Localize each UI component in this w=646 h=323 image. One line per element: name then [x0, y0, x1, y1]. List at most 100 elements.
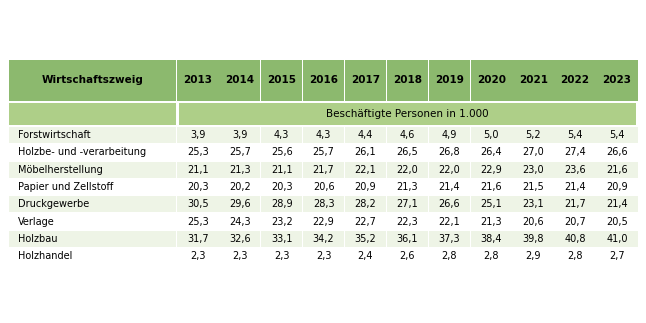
Text: 4,9: 4,9 [442, 130, 457, 140]
Text: 2,8: 2,8 [483, 251, 499, 261]
Text: 20,7: 20,7 [564, 217, 586, 227]
Text: 26,6: 26,6 [439, 199, 460, 209]
Text: Beschäftigte Personen in 1.000: Beschäftigte Personen in 1.000 [326, 109, 489, 120]
Text: Forstwirtschaft: Forstwirtschaft [18, 130, 90, 140]
Text: 20,6: 20,6 [523, 217, 544, 227]
Text: 5,4: 5,4 [609, 130, 625, 140]
Text: 27,1: 27,1 [397, 199, 419, 209]
Text: 25,3: 25,3 [187, 147, 209, 157]
Text: 2,4: 2,4 [358, 251, 373, 261]
Text: 2,8: 2,8 [442, 251, 457, 261]
Text: 21,4: 21,4 [439, 182, 460, 192]
Text: 21,6: 21,6 [481, 182, 502, 192]
Text: 40,8: 40,8 [565, 234, 586, 244]
Text: 3,9: 3,9 [232, 130, 247, 140]
Text: 25,3: 25,3 [187, 217, 209, 227]
Text: 2023: 2023 [603, 75, 632, 85]
Text: 32,6: 32,6 [229, 234, 251, 244]
Text: 38,4: 38,4 [481, 234, 502, 244]
Text: 20,3: 20,3 [187, 182, 209, 192]
Text: 25,7: 25,7 [313, 147, 335, 157]
Text: Holzbe- und -verarbeitung: Holzbe- und -verarbeitung [18, 147, 146, 157]
Text: 4,3: 4,3 [274, 130, 289, 140]
Text: 35,2: 35,2 [355, 234, 377, 244]
Text: 22,1: 22,1 [439, 217, 460, 227]
Text: 2,3: 2,3 [232, 251, 247, 261]
Text: 24,3: 24,3 [229, 217, 251, 227]
Text: 4,6: 4,6 [400, 130, 415, 140]
Text: 2,8: 2,8 [567, 251, 583, 261]
Text: 31,7: 31,7 [187, 234, 209, 244]
Text: Druckgewerbe: Druckgewerbe [18, 199, 89, 209]
Text: 26,6: 26,6 [606, 147, 628, 157]
Text: 21,3: 21,3 [481, 217, 502, 227]
Text: 20,9: 20,9 [355, 182, 377, 192]
Text: 22,9: 22,9 [481, 165, 502, 175]
Text: 2019: 2019 [435, 75, 464, 85]
Text: 4,3: 4,3 [316, 130, 331, 140]
Text: 2,3: 2,3 [316, 251, 331, 261]
Text: 33,1: 33,1 [271, 234, 293, 244]
Text: 22,0: 22,0 [397, 165, 419, 175]
Text: 26,1: 26,1 [355, 147, 377, 157]
Text: 5,2: 5,2 [525, 130, 541, 140]
Text: 25,7: 25,7 [229, 147, 251, 157]
Text: 39,8: 39,8 [523, 234, 544, 244]
Text: 26,8: 26,8 [439, 147, 460, 157]
Text: 28,9: 28,9 [271, 199, 293, 209]
Text: 2013: 2013 [183, 75, 213, 85]
Text: 2021: 2021 [519, 75, 548, 85]
Text: 22,9: 22,9 [313, 217, 335, 227]
Text: 22,7: 22,7 [355, 217, 377, 227]
Text: 30,5: 30,5 [187, 199, 209, 209]
Text: 5,4: 5,4 [567, 130, 583, 140]
Text: 21,4: 21,4 [565, 182, 586, 192]
Text: Möbelherstellung: Möbelherstellung [18, 165, 103, 175]
Text: 23,0: 23,0 [523, 165, 544, 175]
Text: 36,1: 36,1 [397, 234, 418, 244]
Text: 21,1: 21,1 [271, 165, 293, 175]
Text: 23,6: 23,6 [565, 165, 586, 175]
Text: 2016: 2016 [309, 75, 338, 85]
Text: 22,1: 22,1 [355, 165, 377, 175]
Text: 22,3: 22,3 [397, 217, 419, 227]
Text: 22,0: 22,0 [439, 165, 460, 175]
Text: 21,4: 21,4 [606, 199, 628, 209]
Text: 2,6: 2,6 [400, 251, 415, 261]
Text: 21,1: 21,1 [187, 165, 209, 175]
Text: 20,2: 20,2 [229, 182, 251, 192]
Text: 2,3: 2,3 [190, 251, 205, 261]
Text: 2,9: 2,9 [525, 251, 541, 261]
Text: 20,5: 20,5 [606, 217, 628, 227]
Text: 5,0: 5,0 [483, 130, 499, 140]
Text: 21,5: 21,5 [523, 182, 544, 192]
Text: 2015: 2015 [267, 75, 296, 85]
Text: 23,1: 23,1 [523, 199, 544, 209]
Text: 21,3: 21,3 [397, 182, 418, 192]
Text: 2,3: 2,3 [274, 251, 289, 261]
Text: Verlage: Verlage [18, 217, 55, 227]
Text: 34,2: 34,2 [313, 234, 335, 244]
Text: 20,6: 20,6 [313, 182, 335, 192]
Text: Holzhandel: Holzhandel [18, 251, 72, 261]
Text: 3,9: 3,9 [190, 130, 205, 140]
Text: 21,7: 21,7 [564, 199, 586, 209]
Text: 26,5: 26,5 [397, 147, 419, 157]
Text: 2014: 2014 [225, 75, 255, 85]
Text: 41,0: 41,0 [607, 234, 628, 244]
Text: 27,0: 27,0 [523, 147, 544, 157]
Text: 27,4: 27,4 [564, 147, 586, 157]
Text: 23,2: 23,2 [271, 217, 293, 227]
Text: 25,6: 25,6 [271, 147, 293, 157]
Text: 21,7: 21,7 [313, 165, 335, 175]
Text: 21,6: 21,6 [606, 165, 628, 175]
Text: 37,3: 37,3 [439, 234, 460, 244]
Text: 25,1: 25,1 [481, 199, 502, 209]
Text: 2,7: 2,7 [609, 251, 625, 261]
Text: 21,3: 21,3 [229, 165, 251, 175]
Text: 2020: 2020 [477, 75, 506, 85]
Text: 2018: 2018 [393, 75, 422, 85]
Text: Wirtschaftszweig: Wirtschaftszweig [41, 75, 143, 85]
Text: Holzbau: Holzbau [18, 234, 57, 244]
Text: 29,6: 29,6 [229, 199, 251, 209]
